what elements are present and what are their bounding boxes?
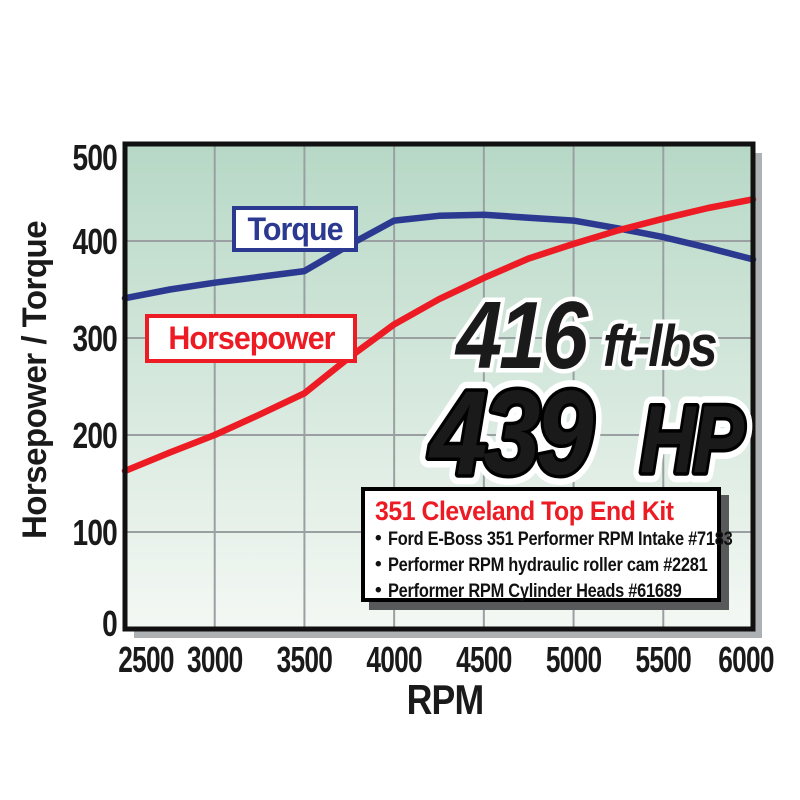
- torque-peak-value: 416: [454, 283, 589, 390]
- horsepower-series-label: Horsepower: [167, 320, 335, 356]
- bullet-dot: •: [375, 528, 382, 549]
- torque-series-label-chip: Torque: [232, 206, 358, 252]
- y-axis-title: Horsepower / Torque: [17, 221, 55, 539]
- y-tick-label-300: 300: [73, 319, 117, 359]
- kit-info-bullet-row: • Performer RPM hydraulic roller cam #22…: [375, 552, 707, 578]
- x-tick-label-5500: 5500: [636, 639, 692, 680]
- x-tick-label-3000: 3000: [187, 639, 243, 680]
- kit-info-title: 351 Cleveland Top End Kit: [375, 496, 674, 526]
- hp-peak-value-halo: 439: [428, 366, 593, 500]
- torque-series-label: Torque: [247, 210, 343, 247]
- bullet-dot: •: [375, 554, 382, 575]
- horsepower-curve: [121, 196, 757, 475]
- y-tick-label-500: 500: [73, 138, 117, 178]
- hp-peak-annotation: 439 HP 439 HP: [419, 356, 757, 509]
- x-tick-label-5000: 5000: [546, 639, 602, 680]
- kit-info-box: 351 Cleveland Top End Kit • Ford E-Boss …: [361, 487, 732, 604]
- x-tick-label-4000: 4000: [366, 639, 422, 680]
- torque-peak-annotation: 416 ft-lbs: [450, 278, 722, 393]
- hp-peak-value: 439: [428, 366, 593, 500]
- kit-info-bullet-row: • Performer RPM Cylinder Heads #61689: [375, 578, 707, 604]
- plot-border: [122, 141, 756, 632]
- kit-info-bullet-row: • Ford E-Boss 351 Performer RPM Intake #…: [375, 526, 732, 552]
- torque-curve: [121, 211, 757, 302]
- hp-peak-units: HP: [640, 386, 745, 493]
- x-tick-label-2500: 2500: [118, 639, 174, 680]
- hp-peak-units-halo: HP: [640, 386, 745, 493]
- bullet-dot: •: [375, 580, 382, 601]
- kit-info-bullet: Ford E-Boss 351 Performer RPM Intake #71…: [387, 528, 733, 550]
- y-tick-label-0: 0: [102, 604, 117, 644]
- torque-peak-units: ft-lbs: [603, 314, 716, 379]
- x-axis-title: RPM: [407, 677, 484, 723]
- x-tick-label-3500: 3500: [277, 639, 333, 680]
- y-tick-label-100: 100: [73, 513, 117, 553]
- y-tick-label-200: 200: [73, 416, 117, 456]
- x-tick-label-6000: 6000: [718, 639, 774, 680]
- x-tick-label-4500: 4500: [456, 639, 512, 680]
- kit-info-bullet: Performer RPM Cylinder Heads #61689: [387, 580, 682, 602]
- kit-info-bullet: Performer RPM hydraulic roller cam #2281: [387, 554, 708, 576]
- y-tick-label-400: 400: [73, 222, 117, 262]
- horsepower-series-label-chip: Horsepower: [145, 314, 357, 363]
